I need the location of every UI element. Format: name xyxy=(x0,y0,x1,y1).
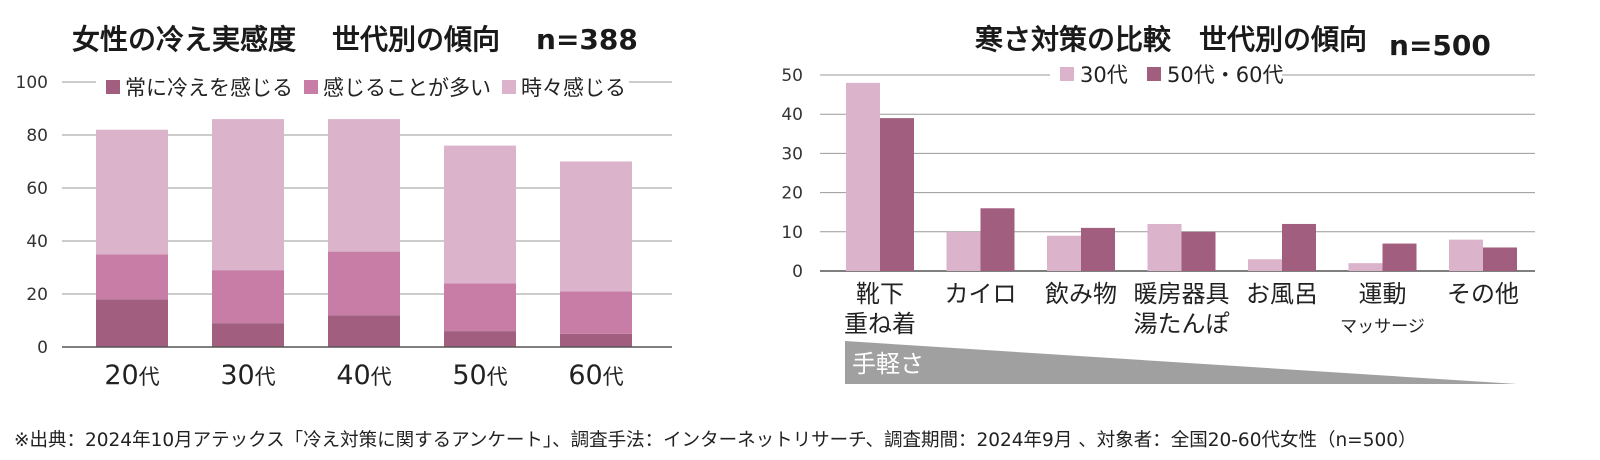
left-legend-swatch xyxy=(304,80,318,94)
right-bar xyxy=(1483,247,1517,271)
left-bar-segment xyxy=(444,145,516,284)
right-x-category-label: 重ね着 xyxy=(844,310,916,338)
right-bar xyxy=(1147,223,1182,271)
right-bar xyxy=(1248,259,1282,271)
left-bar-segment xyxy=(328,251,400,316)
left-legend-swatch xyxy=(106,80,120,94)
right-bar xyxy=(1348,263,1383,271)
left-bar-segment xyxy=(212,270,284,324)
right-x-category-label: マッサージ xyxy=(1340,317,1425,337)
right-x-category-label: その他 xyxy=(1447,280,1519,308)
right-n-label: n=500 xyxy=(1389,29,1491,62)
left-legend-label: 時々感じる xyxy=(521,76,626,100)
left-x-category-label: 20代 xyxy=(104,360,159,391)
left-x-category-label: 30代 xyxy=(220,360,275,391)
right-y-tick-label: 50 xyxy=(781,66,803,86)
left-bar-segment xyxy=(96,254,168,300)
left-bar-segment xyxy=(212,323,284,347)
right-legend-swatch xyxy=(1060,67,1074,81)
left-y-tick-label: 60 xyxy=(26,179,48,199)
left-bar-segment xyxy=(444,283,516,332)
left-bar-segment xyxy=(560,291,632,334)
right-bar xyxy=(1449,239,1483,271)
right-legend-label: 30代 xyxy=(1080,63,1128,87)
right-y-tick-label: 10 xyxy=(781,223,803,243)
right-bar xyxy=(880,118,914,272)
right-x-category-label: 靴下 xyxy=(856,280,904,308)
right-bar xyxy=(1382,243,1417,271)
left-y-tick-label: 80 xyxy=(26,126,48,146)
source-footnote: ※出典：2024年10月アテックス「冷え対策に関するアンケート」、調査手法：イン… xyxy=(14,430,1417,451)
left-x-category-label: 60代 xyxy=(568,360,623,391)
right-bar xyxy=(1181,231,1216,271)
right-bar xyxy=(980,208,1015,271)
right-x-category-label: 湯たんぽ xyxy=(1134,310,1230,338)
left-bar-segment xyxy=(212,119,284,271)
right-bar xyxy=(1047,235,1081,271)
left-bar-segment xyxy=(96,129,168,255)
right-y-tick-label: 30 xyxy=(781,144,803,164)
left-legend-background xyxy=(96,72,629,102)
left-x-category-label: 50代 xyxy=(452,360,507,391)
right-x-category-label: 運動 xyxy=(1359,280,1407,308)
right-bar xyxy=(846,82,880,271)
ease-label: 手軽さ xyxy=(852,350,924,378)
right-x-category-label: お風呂 xyxy=(1246,280,1318,308)
right-x-category-label: 暖房器具 xyxy=(1134,280,1230,308)
left-legend-label: 常に冷えを感じる xyxy=(125,76,293,100)
left-legend-label: 感じることが多い xyxy=(323,76,491,100)
left-y-tick-label: 100 xyxy=(16,73,48,93)
left-bar-segment xyxy=(560,161,632,292)
right-y-tick-label: 20 xyxy=(781,184,803,204)
right-legend-label: 50代・60代 xyxy=(1167,63,1283,87)
left-y-tick-label: 40 xyxy=(26,232,48,252)
left-n-label: n=388 xyxy=(536,23,638,56)
left-chart-title: 女性の冷え実感度 世代別の傾向 n=388 xyxy=(72,23,638,56)
right-bar xyxy=(1282,223,1316,271)
left-bar-segment xyxy=(444,331,516,347)
left-bar-segment xyxy=(328,315,400,347)
right-y-tick-label: 0 xyxy=(792,262,803,282)
right-bar xyxy=(1081,227,1115,271)
left-y-tick-label: 0 xyxy=(37,338,48,358)
left-bar-segment xyxy=(96,299,168,347)
right-bar xyxy=(946,231,981,271)
right-title-text: 寒さ対策の比較 世代別の傾向 xyxy=(975,23,1368,56)
right-x-category-label: 飲み物 xyxy=(1045,280,1117,308)
left-bar-segment xyxy=(560,333,632,347)
right-chart-title: 寒さ対策の比較 世代別の傾向 n=500 xyxy=(975,18,1491,62)
right-y-tick-label: 40 xyxy=(781,105,803,125)
left-bar-segment xyxy=(328,119,400,252)
right-legend-swatch xyxy=(1147,67,1161,81)
ease-gradient-wedge xyxy=(845,341,1517,384)
right-legend-background xyxy=(1050,62,1282,88)
left-x-category-label: 40代 xyxy=(336,360,391,391)
right-x-category-label: カイロ xyxy=(945,280,1017,308)
left-title-text: 女性の冷え実感度 xyxy=(72,23,297,56)
left-legend-swatch xyxy=(502,80,516,94)
left-y-tick-label: 20 xyxy=(26,285,48,305)
